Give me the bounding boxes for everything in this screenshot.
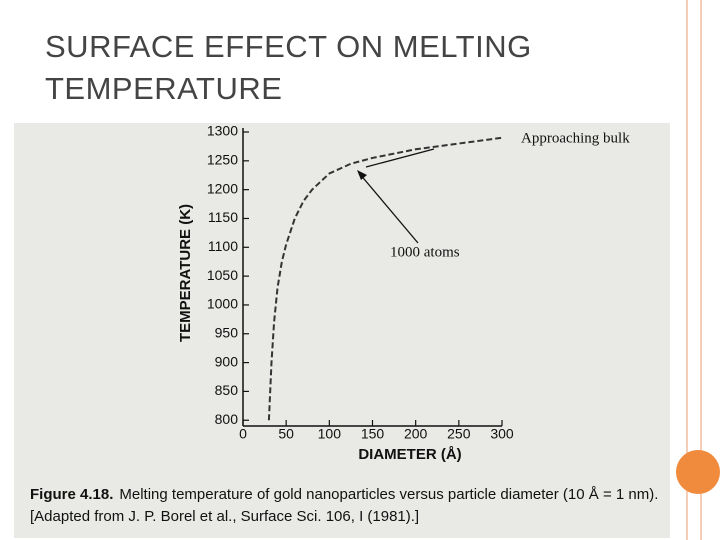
y-tick-label: 1100 [208, 238, 238, 254]
y-tick-label: 800 [215, 411, 239, 427]
caption: Figure 4.18. Melting temperature of gold … [30, 486, 658, 503]
y-tick-label: 1300 [207, 123, 238, 139]
y-tick-label: 1050 [207, 267, 238, 283]
y-tick-label: 1250 [207, 152, 238, 168]
caption-label: Figure 4.18. [30, 486, 113, 503]
y-tick-label: 900 [215, 353, 239, 369]
caption-source: [Adapted from J. P. Borel et al., Surfac… [30, 508, 419, 525]
y-tick-label: 1150 [208, 209, 238, 225]
annotation: Approaching bulk [521, 130, 630, 146]
annotation-arrow [365, 148, 435, 168]
data-line [267, 136, 503, 421]
decor-circle [676, 450, 720, 494]
figure: TEMPERATURE (K) DIAMETER (Å) Approaching… [14, 123, 670, 538]
x-tick-label: 0 [239, 426, 247, 442]
x-axis-label: DIAMETER (Å) [358, 446, 461, 463]
decor-line [686, 0, 688, 540]
y-tick-label: 1000 [207, 296, 238, 312]
annotation: 1000 atoms [390, 244, 460, 260]
y-tick-label: 850 [215, 382, 239, 398]
x-tick-label: 150 [361, 426, 385, 442]
x-tick-label: 100 [318, 426, 342, 442]
decor-line [700, 0, 702, 540]
x-tick-label: 200 [404, 426, 428, 442]
slide-title: SURFACE EFFECT ON MELTING TEMPERATURE [45, 29, 532, 106]
x-tick-label: 250 [447, 426, 471, 442]
arrow-head [357, 170, 367, 180]
y-tick-label: 1200 [207, 180, 238, 196]
annotation-arrow [358, 172, 419, 244]
y-tick-label: 950 [215, 324, 239, 340]
x-tick-label: 50 [278, 426, 294, 442]
y-axis-label: TEMPERATURE (K) [177, 204, 194, 342]
figure-background [14, 123, 670, 538]
x-tick-label: 300 [490, 426, 514, 442]
caption-text: Melting temperature of gold nanoparticle… [119, 486, 658, 503]
